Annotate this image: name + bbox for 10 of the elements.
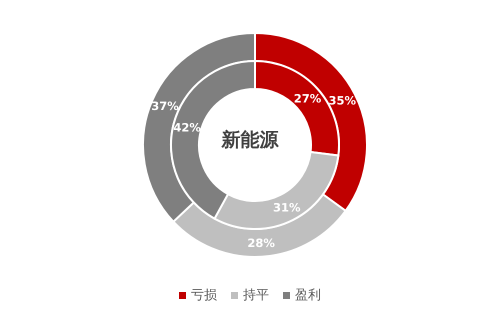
text: 新能源	[220, 129, 280, 151]
legend-label: 亏损	[190, 287, 217, 304]
data-label: 28%	[247, 236, 276, 250]
data-label: 35%	[328, 94, 357, 108]
legend-label: 持平	[242, 287, 269, 304]
data-label: 27%	[294, 92, 322, 106]
data-label: 42%	[173, 120, 202, 135]
data-label: 31%	[273, 200, 302, 214]
legend-label: 盈利	[294, 287, 321, 304]
data-label: 37%	[151, 99, 180, 114]
